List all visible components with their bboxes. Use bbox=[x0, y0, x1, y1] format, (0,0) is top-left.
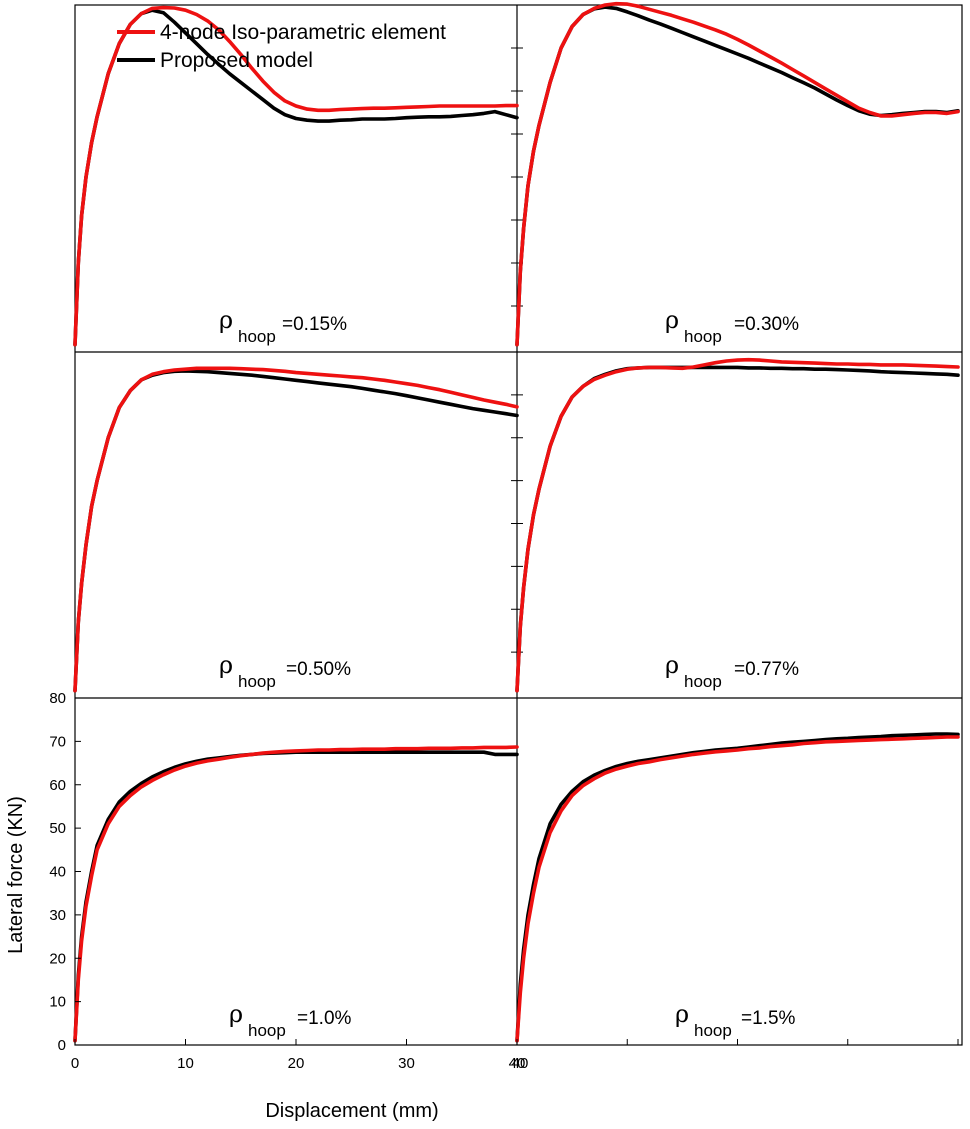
x-tick-label: 10 bbox=[177, 1055, 194, 1072]
rho-symbol: ρ bbox=[219, 651, 233, 679]
rho-subscript: hoop bbox=[238, 672, 276, 691]
rho-subscript: hoop bbox=[238, 327, 276, 346]
series-line-iso bbox=[515, 735, 960, 1043]
x-axis-title: Displacement (mm) bbox=[265, 1100, 438, 1122]
annotation-rho-030: ρ hoop =0.30% bbox=[665, 306, 799, 346]
series-line-proposed bbox=[515, 5, 960, 347]
y-tick-label: 80 bbox=[49, 690, 66, 707]
legend-label-proposed: Proposed model bbox=[160, 49, 313, 72]
series-line-proposed bbox=[515, 365, 960, 693]
rho-subscript: hoop bbox=[694, 1021, 732, 1040]
rho-value: =0.77% bbox=[734, 659, 799, 680]
rho-value: =0.50% bbox=[286, 659, 351, 680]
rho-symbol: ρ bbox=[665, 306, 679, 334]
rho-value: =1.5% bbox=[741, 1008, 796, 1029]
series-line-proposed bbox=[73, 750, 519, 1043]
y-tick-label: 30 bbox=[49, 907, 66, 924]
series-line-proposed bbox=[73, 369, 519, 693]
rho-subscript: hoop bbox=[684, 672, 722, 691]
x-tick-label: 0 bbox=[71, 1055, 79, 1072]
rho-symbol: ρ bbox=[219, 306, 233, 334]
annotation-rho-050: ρ hoop =0.50% bbox=[219, 651, 351, 691]
rho-symbol: ρ bbox=[229, 1000, 243, 1028]
rho-symbol: ρ bbox=[675, 1000, 689, 1028]
panel-p030 bbox=[515, 1, 960, 347]
y-axis-title: Lateral force (KN) bbox=[5, 796, 27, 954]
y-tick-label: 0 bbox=[58, 1037, 66, 1054]
rho-subscript: hoop bbox=[248, 1021, 286, 1040]
annotation-rho-015: ρ hoop =0.15% bbox=[219, 306, 347, 346]
y-tick-label: 60 bbox=[49, 777, 66, 794]
rho-symbol: ρ bbox=[665, 651, 679, 679]
panel-p015 bbox=[73, 5, 519, 347]
rho-subscript: hoop bbox=[684, 327, 722, 346]
series-line-iso bbox=[73, 5, 519, 347]
x-tick-label: 20 bbox=[288, 1055, 305, 1072]
y-tick-label: 70 bbox=[49, 733, 66, 750]
x-tick-label: 40 bbox=[512, 1055, 529, 1072]
series-line-iso bbox=[515, 1, 960, 347]
outer-frame bbox=[74, 4, 963, 1046]
series-line-iso bbox=[515, 357, 960, 693]
y-axis: 0 10 20 30 40 50 60 70 80 bbox=[49, 690, 81, 1054]
panel-frames bbox=[74, 4, 963, 1046]
panel-p10 bbox=[73, 745, 519, 1043]
panel-p077 bbox=[515, 357, 960, 693]
x-tick-label: 40 bbox=[509, 1055, 526, 1072]
rho-value: =0.30% bbox=[734, 314, 799, 335]
rho-value: =1.0% bbox=[297, 1008, 352, 1029]
annotation-rho-10: ρ hoop =1.0% bbox=[229, 1000, 352, 1040]
series-line-proposed bbox=[515, 732, 960, 1043]
legend: 4-node Iso-parametric element Proposed m… bbox=[117, 21, 446, 72]
x-tick-label: 30 bbox=[398, 1055, 415, 1072]
rho-value: =0.15% bbox=[282, 314, 347, 335]
annotation-rho-15: ρ hoop =1.5% bbox=[675, 1000, 796, 1040]
y-tick-label: 20 bbox=[49, 950, 66, 967]
series-line-iso bbox=[73, 366, 519, 693]
panel-p050 bbox=[73, 366, 519, 693]
panel-p15 bbox=[515, 732, 960, 1043]
y-tick-label: 40 bbox=[49, 864, 66, 881]
y-tick-label: 10 bbox=[49, 994, 66, 1011]
legend-label-iso: 4-node Iso-parametric element bbox=[160, 21, 446, 44]
annotation-rho-077: ρ hoop =0.77% bbox=[665, 651, 799, 691]
series-line-iso bbox=[73, 745, 519, 1043]
y-tick-label: 50 bbox=[49, 820, 66, 837]
series-layer bbox=[73, 1, 960, 1043]
